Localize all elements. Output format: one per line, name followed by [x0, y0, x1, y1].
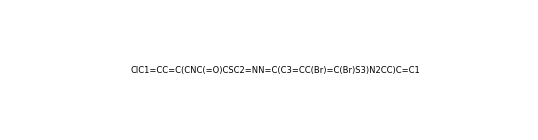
- Text: ClC1=CC=C(CNC(=O)CSC2=NN=C(C3=CC(Br)=C(Br)S3)N2CC)C=C1: ClC1=CC=C(CNC(=O)CSC2=NN=C(C3=CC(Br)=C(B…: [131, 66, 421, 75]
